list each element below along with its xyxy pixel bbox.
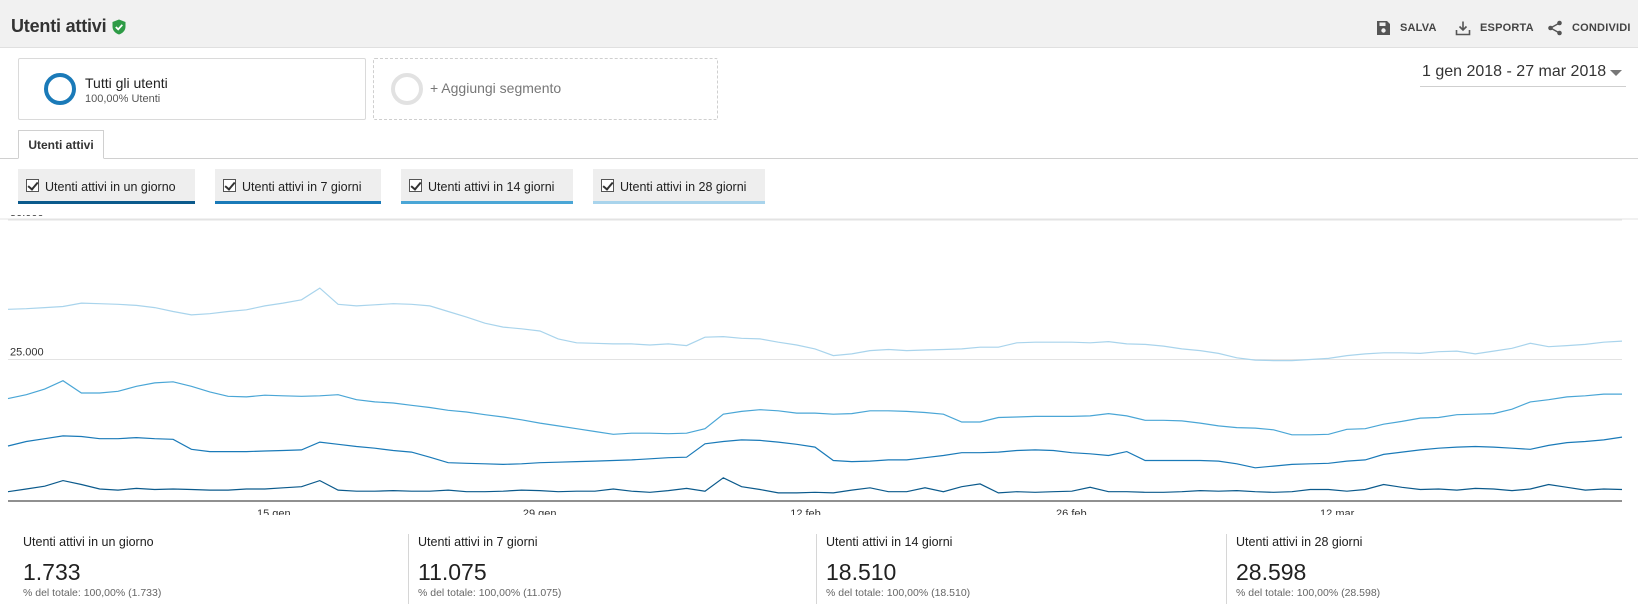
checkbox-checked-icon[interactable] bbox=[26, 179, 39, 192]
series-line bbox=[7, 477, 1623, 494]
share-icon bbox=[1548, 20, 1562, 36]
metric-color-bar bbox=[593, 201, 765, 204]
checkbox-checked-icon[interactable] bbox=[409, 179, 422, 192]
share-label: CONDIVIDI bbox=[1572, 22, 1631, 34]
metric-label: Utenti attivi in 28 giorni bbox=[620, 179, 747, 194]
metric-color-bar bbox=[401, 201, 573, 204]
chevron-down-icon bbox=[1610, 70, 1622, 76]
summary-7days: Utenti attivi in 7 giorni 11.075 % del t… bbox=[408, 532, 808, 606]
x-tick-label: 29 gen bbox=[523, 508, 557, 515]
summary-28days: Utenti attivi in 28 giorni 28.598 % del … bbox=[1226, 532, 1626, 606]
checkbox-checked-icon[interactable] bbox=[223, 179, 236, 192]
active-users-line-chart: 50.000 25.000 15 gen 29 gen 12 feb 26 feb 12 m… bbox=[0, 215, 1638, 515]
summary-divider bbox=[1226, 534, 1227, 604]
export-button[interactable]: ESPORTA bbox=[1455, 19, 1534, 37]
summary-value: 18.510 bbox=[826, 559, 897, 585]
summary-1day: Utenti attivi in un giorno 1.733 % del t… bbox=[0, 532, 400, 606]
series-line bbox=[7, 380, 1622, 436]
metric-toggle-7days[interactable]: Utenti attivi in 7 giorni bbox=[215, 169, 381, 204]
summary-share: % del totale: 100,00% (1.733) bbox=[23, 587, 162, 599]
summary-value: 11.075 bbox=[418, 559, 487, 585]
metric-toggle-1day[interactable]: Utenti attivi in un giorno bbox=[18, 169, 195, 204]
series-line bbox=[7, 435, 1623, 469]
metric-label: Utenti attivi in 7 giorni bbox=[242, 179, 362, 194]
summary-label: Utenti attivi in 28 giorni bbox=[1236, 535, 1363, 549]
segment-ring-icon bbox=[44, 73, 76, 105]
page-title: Utenti attivi bbox=[11, 16, 107, 36]
segment-all-users[interactable]: Tutti gli utenti 100,00% Utenti bbox=[18, 58, 366, 120]
segment-name: Tutti gli utenti bbox=[85, 75, 168, 91]
tab-divider bbox=[0, 158, 1638, 159]
save-button[interactable]: SALVA bbox=[1375, 19, 1437, 37]
shield-check-icon bbox=[112, 19, 126, 35]
summary-share: % del totale: 100,00% (18.510) bbox=[826, 587, 971, 599]
share-button[interactable]: CONDIVIDI bbox=[1547, 19, 1631, 37]
segment-share: 100,00% Utenti bbox=[85, 93, 161, 105]
checkbox-checked-icon[interactable] bbox=[601, 179, 614, 192]
x-tick-label: 26 feb bbox=[1056, 508, 1087, 515]
metric-toggle-28days[interactable]: Utenti attivi in 28 giorni bbox=[593, 169, 765, 204]
date-range-picker[interactable]: 1 gen 2018 - 27 mar 2018 bbox=[1420, 61, 1626, 87]
add-segment-button[interactable]: + Aggiungi segmento bbox=[373, 58, 718, 120]
metric-color-bar bbox=[18, 201, 195, 204]
summary-divider bbox=[408, 534, 409, 604]
summary-share: % del totale: 100,00% (28.598) bbox=[1236, 587, 1381, 599]
summary-value: 1.733 bbox=[23, 559, 81, 585]
metric-label: Utenti attivi in 14 giorni bbox=[428, 179, 555, 194]
summary-value: 28.598 bbox=[1236, 559, 1307, 585]
empty-segment-ring-icon bbox=[391, 73, 423, 105]
download-icon bbox=[1455, 21, 1471, 36]
metric-label: Utenti attivi in un giorno bbox=[45, 179, 176, 194]
x-tick-label: 15 gen bbox=[257, 508, 291, 515]
metric-toggle-14days[interactable]: Utenti attivi in 14 giorni bbox=[401, 169, 573, 204]
summary-divider bbox=[816, 534, 817, 604]
summary-14days: Utenti attivi in 14 giorni 18.510 % del … bbox=[816, 532, 1216, 606]
tab-active-users[interactable]: Utenti attivi bbox=[18, 130, 104, 159]
summary-label: Utenti attivi in 14 giorni bbox=[826, 535, 953, 549]
summary-share: % del totale: 100,00% (11.075) bbox=[418, 587, 562, 599]
save-label: SALVA bbox=[1400, 22, 1437, 34]
date-range-label: 1 gen 2018 - 27 mar 2018 bbox=[1422, 63, 1607, 80]
x-tick-label: 12 feb bbox=[790, 508, 821, 515]
summary-label: Utenti attivi in 7 giorni bbox=[418, 535, 538, 549]
export-label: ESPORTA bbox=[1480, 22, 1534, 34]
save-icon bbox=[1377, 21, 1390, 35]
y-tick-label: 50.000 bbox=[10, 215, 44, 219]
x-tick-label: 12 mar bbox=[1320, 508, 1355, 515]
series-line bbox=[7, 287, 1623, 362]
y-tick-label: 25.000 bbox=[10, 347, 44, 359]
add-segment-label: + Aggiungi segmento bbox=[430, 80, 562, 96]
summary-label: Utenti attivi in un giorno bbox=[23, 535, 154, 549]
metric-color-bar bbox=[215, 201, 381, 204]
report-header: Utenti attivi SALVA ESPORTA CONDIVIDI bbox=[0, 0, 1638, 48]
